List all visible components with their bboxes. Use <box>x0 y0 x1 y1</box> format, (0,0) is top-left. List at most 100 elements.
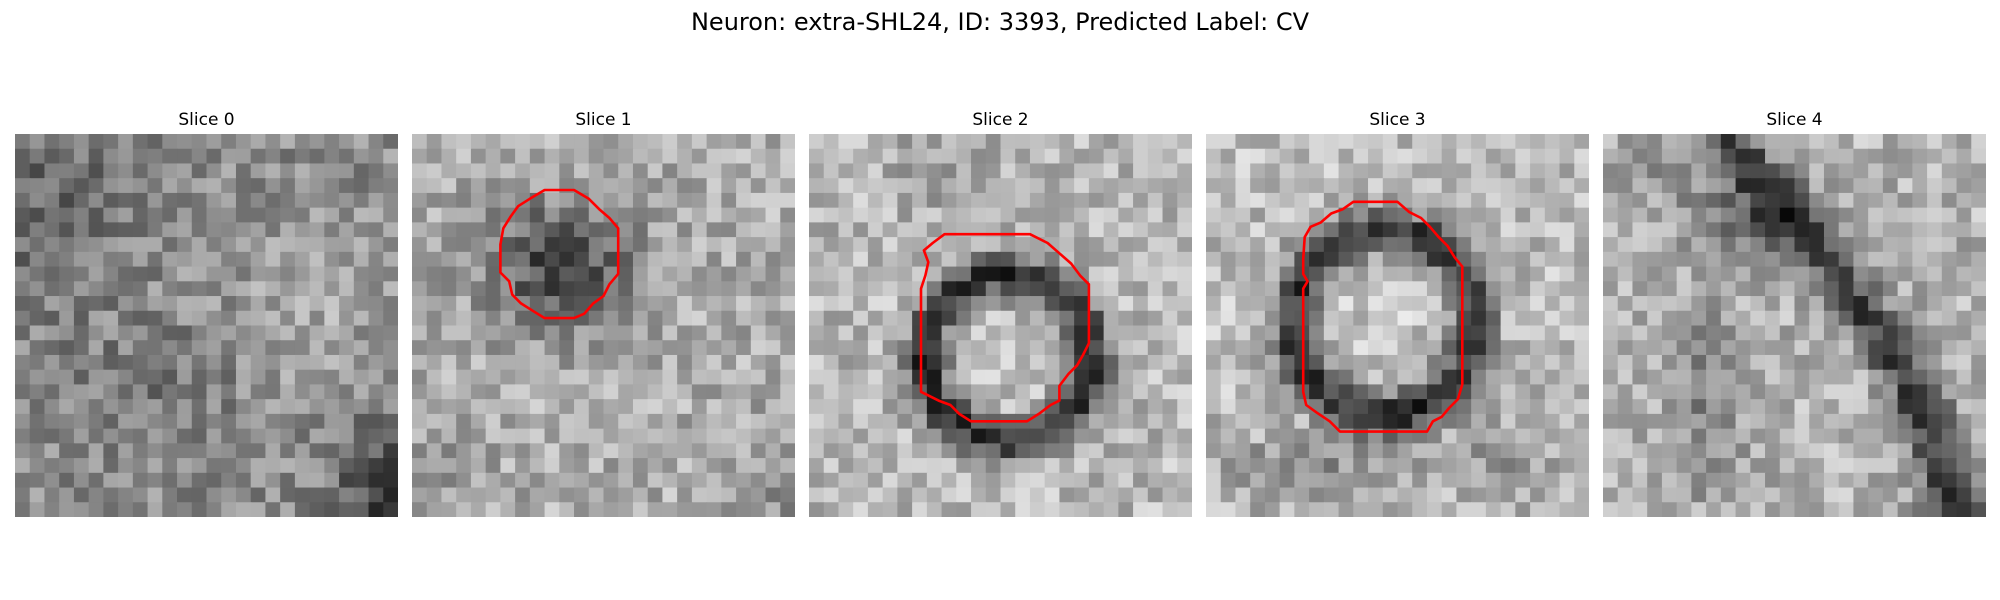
image-pixel <box>103 428 119 444</box>
image-pixel <box>441 251 457 268</box>
image-pixel <box>500 487 516 503</box>
image-pixel <box>1853 458 1869 474</box>
image-pixel <box>809 296 825 312</box>
image-pixel <box>1809 192 1825 209</box>
image-pixel <box>1147 458 1164 474</box>
image-pixel <box>1206 134 1222 150</box>
image-pixel <box>647 178 664 194</box>
image-pixel <box>221 443 237 459</box>
image-pixel <box>736 296 752 312</box>
image-pixel <box>1838 340 1855 356</box>
image-pixel <box>1515 281 1531 297</box>
image-pixel <box>926 502 943 517</box>
image-pixel <box>235 207 252 223</box>
image-pixel <box>1471 148 1487 165</box>
image-pixel <box>867 458 884 474</box>
image-pixel <box>1471 325 1487 341</box>
image-pixel <box>1500 384 1516 400</box>
image-pixel <box>280 413 296 430</box>
image-pixel <box>441 443 457 459</box>
image-pixel <box>353 413 370 430</box>
image-pixel <box>1103 281 1119 297</box>
image-pixel <box>1617 251 1634 268</box>
image-pixel <box>853 443 869 459</box>
image-pixel <box>1015 458 1031 474</box>
image-pixel <box>1735 325 1751 341</box>
image-pixel <box>1250 384 1266 400</box>
image-pixel <box>897 251 913 268</box>
image-pixel <box>1676 178 1692 194</box>
image-pixel <box>1133 148 1149 165</box>
image-pixel <box>706 443 722 459</box>
image-pixel <box>1750 354 1766 371</box>
image-pixel <box>971 487 987 503</box>
image-pixel <box>838 399 854 415</box>
image-pixel <box>780 458 795 474</box>
image-pixel <box>736 163 752 179</box>
image-pixel <box>1029 163 1046 179</box>
image-pixel <box>1956 325 1972 341</box>
image-pixel <box>618 443 634 459</box>
image-pixel <box>1309 443 1325 459</box>
image-pixel <box>1971 399 1986 415</box>
image-pixel <box>162 472 178 489</box>
image-pixel <box>1500 325 1516 341</box>
image-pixel <box>441 266 457 282</box>
image-pixel <box>1735 222 1751 238</box>
image-pixel <box>147 251 163 268</box>
image-pixel <box>544 237 560 253</box>
image-pixel <box>1603 178 1619 194</box>
image-pixel <box>235 222 252 238</box>
image-pixel <box>1264 443 1281 459</box>
image-pixel <box>162 148 178 165</box>
image-pixel <box>1691 192 1707 209</box>
image-pixel <box>1368 458 1384 474</box>
image-pixel <box>926 163 943 179</box>
image-pixel <box>1603 443 1619 459</box>
image-pixel <box>1661 487 1678 503</box>
image-pixel <box>1544 458 1561 474</box>
image-pixel <box>1971 502 1986 517</box>
image-pixel <box>1794 296 1810 312</box>
image-pixel <box>750 354 767 371</box>
image-pixel <box>73 369 90 386</box>
image-pixel <box>823 222 840 238</box>
image-pixel <box>44 487 60 503</box>
image-pixel <box>353 178 370 194</box>
image-pixel <box>574 237 590 253</box>
image-pixel <box>1720 399 1737 415</box>
image-pixel <box>1515 487 1531 503</box>
image-pixel <box>1471 369 1487 386</box>
image-pixel <box>1735 354 1751 371</box>
image-pixel <box>1220 325 1237 341</box>
image-pixel <box>736 134 752 150</box>
image-pixel <box>985 237 1002 253</box>
image-pixel <box>456 340 472 356</box>
image-pixel <box>485 384 501 400</box>
image-pixel <box>721 487 737 503</box>
image-pixel <box>1809 502 1825 517</box>
image-pixel <box>191 281 208 297</box>
image-pixel <box>191 340 208 356</box>
image-pixel <box>1617 192 1634 209</box>
image-pixel <box>383 237 398 253</box>
image-pixel <box>1603 148 1619 165</box>
image-pixel <box>1323 192 1340 209</box>
image-pixel <box>44 266 60 282</box>
image-pixel <box>647 458 664 474</box>
image-pixel <box>691 251 708 268</box>
image-pixel <box>971 502 987 517</box>
image-pixel <box>1000 207 1016 223</box>
image-pixel <box>88 325 104 341</box>
image-pixel <box>1074 310 1090 327</box>
image-pixel <box>765 163 781 179</box>
image-pixel <box>1088 163 1105 179</box>
image-pixel <box>1941 178 1958 194</box>
image-pixel <box>765 428 781 444</box>
image-pixel <box>29 399 46 415</box>
image-pixel <box>1441 237 1458 253</box>
image-pixel <box>1220 296 1237 312</box>
image-pixel <box>1720 443 1737 459</box>
image-pixel <box>206 354 222 371</box>
image-pixel <box>677 354 693 371</box>
